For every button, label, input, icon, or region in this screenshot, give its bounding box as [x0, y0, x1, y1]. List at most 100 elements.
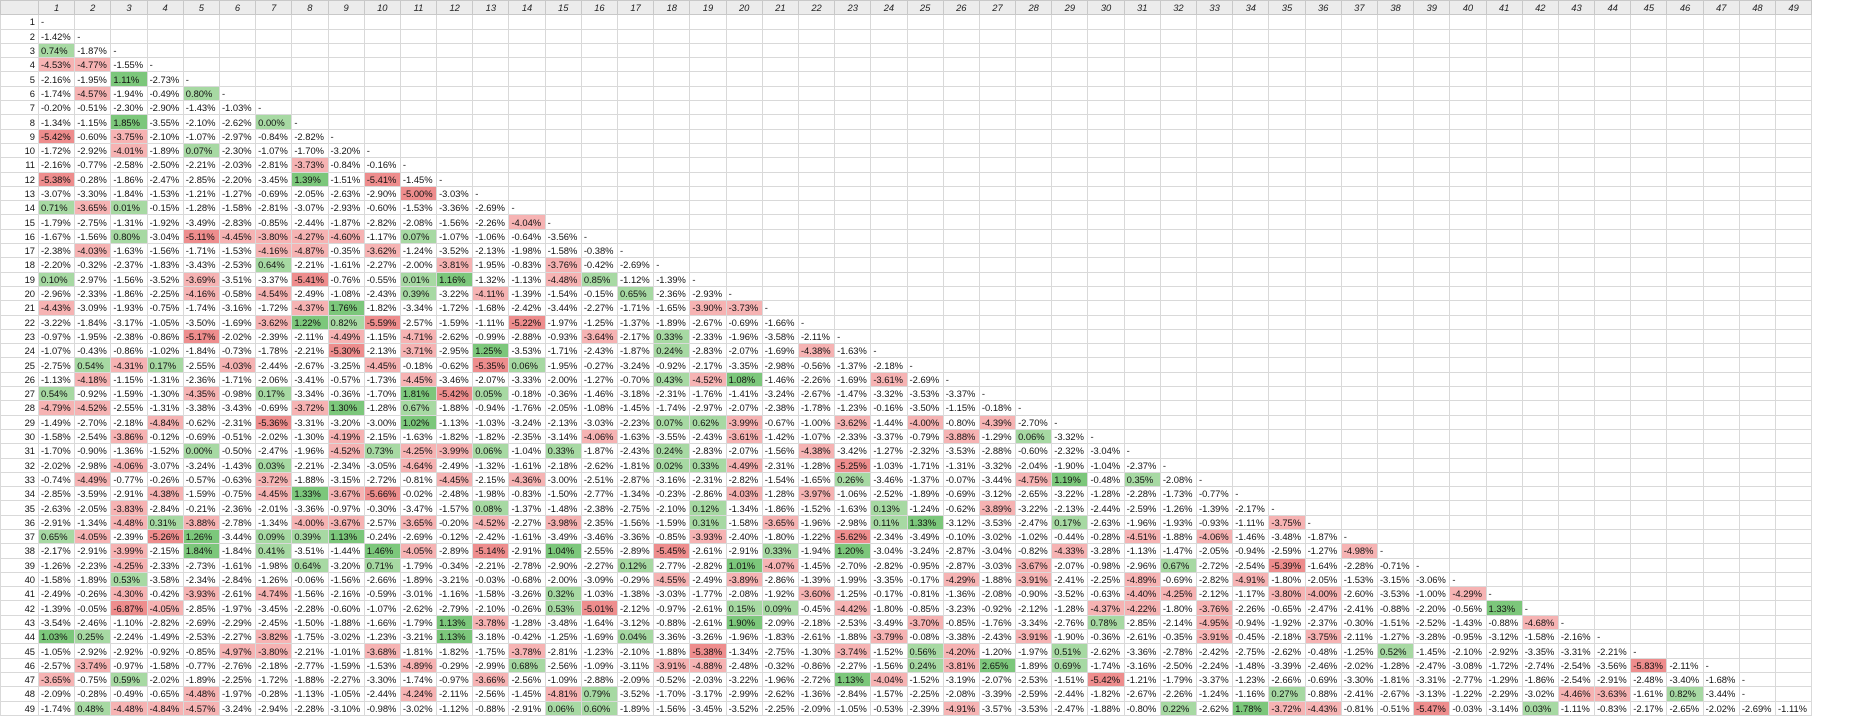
- matrix-cell[interactable]: -3.50%: [182, 314, 220, 330]
- matrix-cell[interactable]: [1413, 142, 1451, 159]
- row-header-22[interactable]: 22: [0, 314, 39, 330]
- matrix-cell[interactable]: [1413, 114, 1451, 130]
- matrix-cell[interactable]: -3.47%: [399, 500, 438, 516]
- matrix-cell[interactable]: [1449, 386, 1487, 402]
- matrix-cell[interactable]: [1738, 629, 1777, 645]
- matrix-cell[interactable]: [1666, 128, 1704, 144]
- matrix-cell[interactable]: -0.62%: [182, 414, 220, 430]
- matrix-cell[interactable]: [508, 57, 546, 73]
- matrix-cell[interactable]: [1557, 114, 1596, 130]
- matrix-cell[interactable]: -: [1376, 543, 1415, 559]
- column-header-25[interactable]: 25: [906, 0, 944, 16]
- matrix-cell[interactable]: -3.53%: [1015, 700, 1053, 716]
- matrix-cell[interactable]: -2.25%: [146, 285, 184, 302]
- matrix-cell[interactable]: [1774, 114, 1813, 130]
- matrix-cell[interactable]: [1413, 428, 1451, 445]
- matrix-cell[interactable]: [1774, 228, 1813, 245]
- row-header-23[interactable]: 23: [0, 328, 39, 345]
- matrix-cell[interactable]: [1304, 300, 1342, 316]
- matrix-cell[interactable]: -3.32%: [1051, 428, 1089, 445]
- row-header-32[interactable]: 32: [0, 457, 39, 473]
- matrix-cell[interactable]: -2.91%: [110, 486, 148, 502]
- matrix-cell[interactable]: -5.00%: [399, 185, 438, 202]
- matrix-cell[interactable]: -3.30%: [74, 185, 112, 202]
- matrix-cell[interactable]: [182, 28, 220, 44]
- matrix-cell[interactable]: -1.79%: [37, 214, 76, 230]
- matrix-cell[interactable]: -2.11%: [291, 328, 329, 345]
- matrix-cell[interactable]: [1557, 71, 1596, 87]
- matrix-cell[interactable]: -0.58%: [218, 285, 257, 302]
- matrix-cell[interactable]: 0.32%: [544, 586, 582, 602]
- matrix-cell[interactable]: -3.99%: [725, 414, 763, 430]
- matrix-cell[interactable]: -1.39%: [37, 600, 76, 616]
- matrix-cell[interactable]: [1340, 28, 1378, 44]
- matrix-cell[interactable]: [1051, 285, 1089, 302]
- matrix-cell[interactable]: [1738, 443, 1777, 459]
- matrix-cell[interactable]: [1485, 257, 1523, 273]
- matrix-cell[interactable]: [1702, 586, 1740, 602]
- matrix-cell[interactable]: [1594, 157, 1632, 173]
- matrix-cell[interactable]: -0.42%: [508, 629, 546, 645]
- matrix-cell[interactable]: -2.07%: [725, 400, 763, 416]
- matrix-cell[interactable]: -3.53%: [942, 443, 980, 459]
- matrix-cell[interactable]: -2.07%: [472, 371, 510, 388]
- matrix-cell[interactable]: [978, 128, 1017, 144]
- matrix-cell[interactable]: [110, 14, 148, 30]
- matrix-cell[interactable]: [978, 157, 1017, 173]
- matrix-cell[interactable]: -1.70%: [363, 386, 401, 402]
- matrix-cell[interactable]: [1594, 428, 1632, 445]
- matrix-cell[interactable]: [1666, 185, 1704, 202]
- matrix-cell[interactable]: [1195, 85, 1234, 102]
- matrix-cell[interactable]: -2.28%: [1340, 557, 1378, 573]
- matrix-cell[interactable]: [906, 42, 944, 59]
- matrix-cell[interactable]: -3.88%: [182, 514, 220, 530]
- matrix-cell[interactable]: [906, 200, 944, 216]
- matrix-cell[interactable]: [327, 85, 365, 102]
- matrix-cell[interactable]: [870, 57, 908, 73]
- matrix-cell[interactable]: [1159, 57, 1198, 73]
- matrix-cell[interactable]: [1413, 57, 1451, 73]
- matrix-cell[interactable]: [1340, 257, 1378, 273]
- matrix-cell[interactable]: [1774, 100, 1813, 116]
- matrix-cell[interactable]: [1557, 386, 1596, 402]
- matrix-cell[interactable]: [255, 42, 293, 59]
- matrix-cell[interactable]: -4.38%: [797, 443, 836, 459]
- row-header-45[interactable]: 45: [0, 643, 39, 659]
- matrix-cell[interactable]: 0.07%: [399, 228, 438, 245]
- matrix-cell[interactable]: [906, 171, 944, 187]
- matrix-cell[interactable]: [942, 71, 980, 87]
- matrix-cell[interactable]: [1485, 357, 1523, 373]
- matrix-cell[interactable]: -2.86%: [689, 486, 727, 502]
- matrix-cell[interactable]: -1.50%: [291, 614, 329, 631]
- matrix-cell[interactable]: 1.78%: [1232, 700, 1270, 716]
- matrix-cell[interactable]: [1268, 371, 1306, 388]
- row-header-6[interactable]: 6: [0, 85, 39, 102]
- matrix-cell[interactable]: [1630, 71, 1668, 87]
- matrix-cell[interactable]: -1.70%: [653, 686, 691, 702]
- matrix-cell[interactable]: [1630, 600, 1668, 616]
- matrix-cell[interactable]: [906, 14, 944, 30]
- matrix-cell[interactable]: -1.76%: [689, 386, 727, 402]
- matrix-cell[interactable]: -2.79%: [436, 600, 474, 616]
- matrix-cell[interactable]: [1485, 171, 1523, 187]
- matrix-cell[interactable]: -0.82%: [1015, 543, 1053, 559]
- matrix-cell[interactable]: -5.11%: [182, 228, 220, 245]
- matrix-cell[interactable]: [1521, 42, 1559, 59]
- column-header-15[interactable]: 15: [544, 0, 582, 16]
- matrix-cell[interactable]: -1.45%: [797, 557, 836, 573]
- matrix-cell[interactable]: -1.56%: [653, 700, 691, 716]
- matrix-cell[interactable]: -1.89%: [906, 486, 944, 502]
- matrix-cell[interactable]: -4.06%: [1195, 528, 1234, 545]
- matrix-cell[interactable]: -2.56%: [544, 657, 582, 673]
- matrix-cell[interactable]: [978, 300, 1017, 316]
- matrix-cell[interactable]: [1485, 557, 1523, 573]
- matrix-cell[interactable]: -4.74%: [255, 586, 293, 602]
- matrix-cell[interactable]: [1774, 14, 1813, 30]
- matrix-cell[interactable]: [1630, 243, 1668, 259]
- matrix-cell[interactable]: [1195, 114, 1234, 130]
- matrix-cell[interactable]: -1.78%: [797, 400, 836, 416]
- matrix-cell[interactable]: [1340, 14, 1378, 30]
- matrix-cell[interactable]: [653, 100, 691, 116]
- matrix-cell[interactable]: [1738, 271, 1777, 287]
- matrix-cell[interactable]: [1051, 400, 1089, 416]
